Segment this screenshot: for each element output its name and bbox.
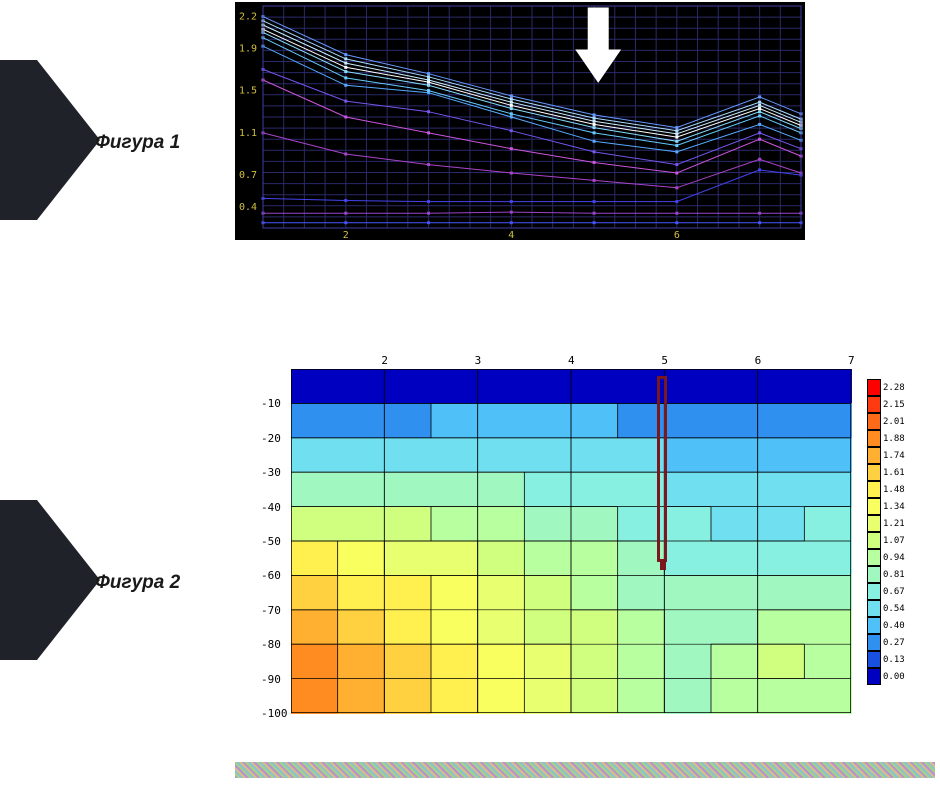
legend-swatch — [867, 464, 881, 481]
legend-label: 0.00 — [883, 672, 905, 682]
well-marker — [657, 376, 667, 562]
legend-row: 1.21 — [867, 515, 927, 532]
svg-text:4: 4 — [508, 230, 514, 240]
legend-row: 2.28 — [867, 379, 927, 396]
legend-row: 1.88 — [867, 430, 927, 447]
heatmap-ytick: -100 — [261, 707, 287, 720]
legend-row: 0.94 — [867, 549, 927, 566]
heatmap-ytick: -90 — [261, 673, 287, 686]
noise-bar — [235, 762, 935, 778]
legend-row: 0.67 — [867, 583, 927, 600]
legend-row: 0.81 — [867, 566, 927, 583]
legend-row: 1.48 — [867, 481, 927, 498]
svg-text:0.7: 0.7 — [239, 170, 257, 181]
legend-swatch — [867, 583, 881, 600]
legend-swatch — [867, 532, 881, 549]
legend-label: 0.81 — [883, 570, 905, 580]
svg-text:0.4: 0.4 — [239, 202, 257, 213]
svg-text:1.5: 1.5 — [239, 86, 257, 97]
legend-label: 1.74 — [883, 451, 905, 461]
heatmap-xtick: 7 — [848, 354, 855, 367]
heatmap-ytick: -20 — [261, 432, 287, 445]
legend-swatch — [867, 600, 881, 617]
legend-label: 0.13 — [883, 655, 905, 665]
svg-text:2: 2 — [343, 230, 349, 240]
svg-text:6: 6 — [674, 230, 680, 240]
heatmap-plot — [291, 369, 851, 713]
legend-swatch — [867, 430, 881, 447]
heatmap-ytick: -10 — [261, 397, 287, 410]
figure1-label: Фигура 1 — [95, 132, 180, 154]
figure2-heatmap: 2.28 2.15 2.01 1.88 1.74 1.61 1.48 1.34 1.21 1.07… — [235, 353, 935, 723]
heatmap-xtick: 2 — [381, 354, 388, 367]
heatmap-ytick: -70 — [261, 604, 287, 617]
legend-label: 2.15 — [883, 400, 905, 410]
legend-swatch — [867, 498, 881, 515]
arrow-marker-1 — [0, 60, 100, 220]
legend-swatch — [867, 617, 881, 634]
legend-row: 0.00 — [867, 668, 927, 685]
legend-swatch — [867, 549, 881, 566]
heatmap-xtick: 4 — [568, 354, 575, 367]
legend-label: 1.07 — [883, 536, 905, 546]
legend-row: 0.27 — [867, 634, 927, 651]
legend-label: 0.40 — [883, 621, 905, 631]
figure2-label: Фигура 2 — [95, 572, 180, 594]
legend-row: 0.54 — [867, 600, 927, 617]
legend-row: 2.01 — [867, 413, 927, 430]
legend-swatch — [867, 481, 881, 498]
figure1-svg: 0.4 0.7 1.1 1.5 1.9 2.2 2 4 6 — [235, 2, 805, 240]
heatmap-ytick: -80 — [261, 638, 287, 651]
legend-label: 0.67 — [883, 587, 905, 597]
well-marker-tip — [660, 562, 666, 570]
legend-row: 0.13 — [867, 651, 927, 668]
legend-row: 2.15 — [867, 396, 927, 413]
svg-text:2.2: 2.2 — [239, 12, 257, 23]
legend-label: 1.34 — [883, 502, 905, 512]
legend-swatch — [867, 566, 881, 583]
heatmap-ytick: -40 — [261, 501, 287, 514]
svg-text:1.9: 1.9 — [239, 43, 257, 54]
legend-row: 1.61 — [867, 464, 927, 481]
heatmap-xtick: 3 — [475, 354, 482, 367]
heatmap-legend: 2.28 2.15 2.01 1.88 1.74 1.61 1.48 1.34 1.21 1.07… — [867, 379, 927, 699]
figure1-line-chart: 0.4 0.7 1.1 1.5 1.9 2.2 2 4 6 — [235, 2, 805, 240]
legend-label: 0.27 — [883, 638, 905, 648]
legend-row: 1.34 — [867, 498, 927, 515]
legend-swatch — [867, 668, 881, 685]
legend-swatch — [867, 651, 881, 668]
svg-text:1.1: 1.1 — [239, 128, 257, 139]
legend-label: 0.54 — [883, 604, 905, 614]
legend-label: 1.61 — [883, 468, 905, 478]
legend-swatch — [867, 396, 881, 413]
legend-label: 2.01 — [883, 417, 905, 427]
legend-row: 1.07 — [867, 532, 927, 549]
legend-row: 1.74 — [867, 447, 927, 464]
heatmap-xtick: 5 — [661, 354, 668, 367]
heatmap-ytick: -30 — [261, 466, 287, 479]
legend-swatch — [867, 634, 881, 651]
legend-swatch — [867, 379, 881, 396]
legend-swatch — [867, 447, 881, 464]
legend-swatch — [867, 413, 881, 430]
legend-row: 0.40 — [867, 617, 927, 634]
legend-label: 1.88 — [883, 434, 905, 444]
arrow-marker-2 — [0, 500, 100, 660]
legend-label: 2.28 — [883, 383, 905, 393]
heatmap-xtick: 6 — [755, 354, 762, 367]
legend-label: 0.94 — [883, 553, 905, 563]
heatmap-ytick: -60 — [261, 569, 287, 582]
legend-label: 1.48 — [883, 485, 905, 495]
heatmap-ytick: -50 — [261, 535, 287, 548]
legend-swatch — [867, 515, 881, 532]
legend-label: 1.21 — [883, 519, 905, 529]
